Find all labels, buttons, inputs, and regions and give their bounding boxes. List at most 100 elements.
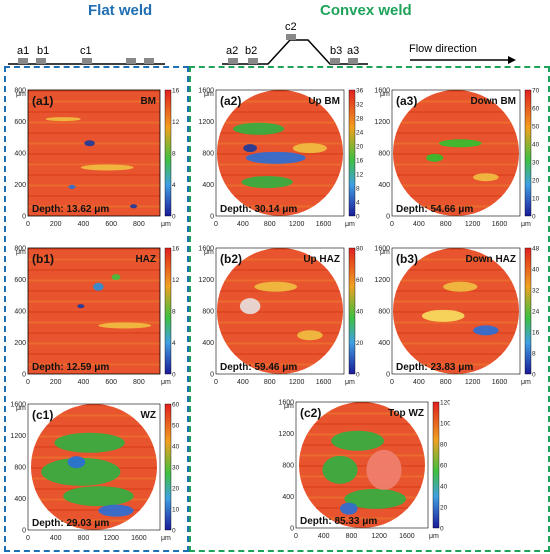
feature-b1-1: [111, 274, 121, 281]
cbar-tick-a2-7: 8: [356, 186, 360, 193]
diagram-label-c1: c1: [80, 45, 92, 57]
feature-b1-2: [77, 304, 85, 309]
flat-weld-panel: [4, 66, 189, 552]
ytick-b1-0: 800: [14, 246, 26, 253]
convex-weld-title: Convex weld: [320, 2, 412, 19]
colorbar-a2: [348, 89, 356, 217]
ytick-a3-2: 800: [378, 151, 390, 158]
panel-tag-c1: (c1): [32, 408, 53, 422]
cbar-tick-c2-2: 80: [440, 442, 448, 449]
feature-c2-0: [331, 430, 384, 451]
ytick-c2-1: 1200: [278, 431, 294, 438]
cbar-tick-c1-4: 20: [172, 486, 180, 493]
feature-a2-1: [245, 151, 306, 164]
ytick-a1-0: 800: [14, 88, 26, 95]
xtick-a3-4: 1600: [492, 221, 508, 228]
xtick-b2-0: 0: [214, 379, 218, 386]
ytick-c1-1: 1200: [10, 433, 26, 440]
y-unit-c1: μm: [16, 405, 26, 412]
depth-label-a1: Depth: 13.62 μm: [32, 204, 109, 215]
cbar-tick-a3-6: 10: [532, 196, 540, 203]
cbar-tick-b2-2: 40: [356, 309, 364, 316]
feature-b3-2: [421, 309, 465, 322]
ytick-a3-3: 400: [378, 182, 390, 189]
xtick-b3-4: 1600: [492, 379, 508, 386]
flat-weld-title: Flat weld: [88, 2, 153, 19]
panel-tag-b3: (b3): [396, 252, 418, 266]
panel-tag-a1: (a1): [32, 94, 53, 108]
probe-b3: [330, 58, 340, 64]
ytick-a3-0: 1600: [374, 88, 390, 95]
xtick-c1-4: 1600: [131, 535, 147, 542]
ytick-b3-3: 400: [378, 340, 390, 347]
ytick-a2-2: 800: [202, 151, 214, 158]
x-unit-b3: μm: [521, 379, 531, 386]
cbar-tick-a3-0: 70: [532, 88, 540, 95]
probe-a2: [228, 58, 238, 64]
cbar-tick-a3-7: 0: [532, 214, 536, 221]
ytick-a3-1: 1200: [374, 119, 390, 126]
xtick-a2-4: 1600: [316, 221, 332, 228]
cbar-tick-c2-0: 120: [440, 400, 450, 407]
feature-b1-3: [98, 322, 152, 329]
feature-b1-0: [93, 282, 104, 291]
cbar-tick-b1-1: 12: [172, 277, 180, 284]
xtick-b2-4: 1600: [316, 379, 332, 386]
panel-tag-a3: (a3): [396, 94, 417, 108]
xtick-b2-1: 400: [237, 379, 249, 386]
xtick-b2-2: 800: [264, 379, 276, 386]
cbar-tick-b1-3: 4: [172, 340, 176, 347]
feature-a2-2: [241, 176, 293, 189]
ytick-a1-2: 400: [14, 151, 26, 158]
ytick-a2-3: 400: [202, 182, 214, 189]
colorbar-c1: [164, 403, 172, 531]
depth-label-c2: Depth: 85.33 μm: [300, 516, 377, 527]
cbar-tick-b2-4: 0: [356, 372, 360, 379]
feature-a1-3: [80, 164, 134, 171]
probe-b1: [36, 58, 46, 64]
x-unit-a2: μm: [345, 221, 355, 228]
cbar-tick-c1-3: 30: [172, 465, 180, 472]
depth-label-b3: Depth: 23.83 μm: [396, 362, 473, 373]
colorbar-b1: [164, 247, 172, 375]
cbar-tick-c1-6: 0: [172, 528, 176, 535]
cbar-tick-c2-5: 20: [440, 505, 448, 512]
ytick-b2-3: 400: [202, 340, 214, 347]
cbar-tick-a3-1: 60: [532, 106, 540, 113]
diagram-label-b3: b3: [330, 45, 342, 57]
feature-b3-1: [443, 281, 478, 292]
probe-c1: [82, 58, 92, 64]
y-unit-a2: μm: [204, 91, 214, 98]
region-label-c1: WZ: [140, 410, 156, 421]
cbar-tick-a2-5: 16: [356, 158, 364, 165]
diagram-label-a3: a3: [347, 45, 359, 57]
depth-label-b1: Depth: 12.59 μm: [32, 362, 109, 373]
region-label-b3: Down HAZ: [465, 254, 516, 265]
cbar-tick-b2-1: 60: [356, 277, 364, 284]
feature-a2-0: [233, 122, 285, 135]
cbar-tick-b1-2: 8: [172, 309, 176, 316]
y-unit-a1: μm: [16, 91, 26, 98]
cbar-tick-a2-6: 12: [356, 172, 364, 179]
feature-a1-1: [68, 184, 76, 189]
colorbar-b3: [524, 247, 532, 375]
xtick-b1-4: 800: [133, 379, 145, 386]
cbar-tick-b3-2: 32: [532, 288, 540, 295]
xtick-b3-0: 0: [390, 379, 394, 386]
cbar-tick-a2-8: 4: [356, 200, 360, 207]
cbar-tick-c1-1: 50: [172, 423, 180, 430]
ytick-a2-1: 1200: [198, 119, 214, 126]
ytick-c2-0: 1600: [278, 400, 294, 407]
xtick-a2-0: 0: [214, 221, 218, 228]
ytick-b3-0: 1600: [374, 246, 390, 253]
ytick-a1-3: 200: [14, 182, 26, 189]
colorbar-c2: [432, 401, 440, 529]
cbar-tick-b3-1: 40: [532, 267, 540, 274]
cbar-tick-a2-9: 0: [356, 214, 360, 221]
feature-c1-4: [98, 504, 134, 517]
cbar-tick-c2-1: 100: [440, 421, 450, 428]
diagram-label-a1: a1: [17, 45, 29, 57]
